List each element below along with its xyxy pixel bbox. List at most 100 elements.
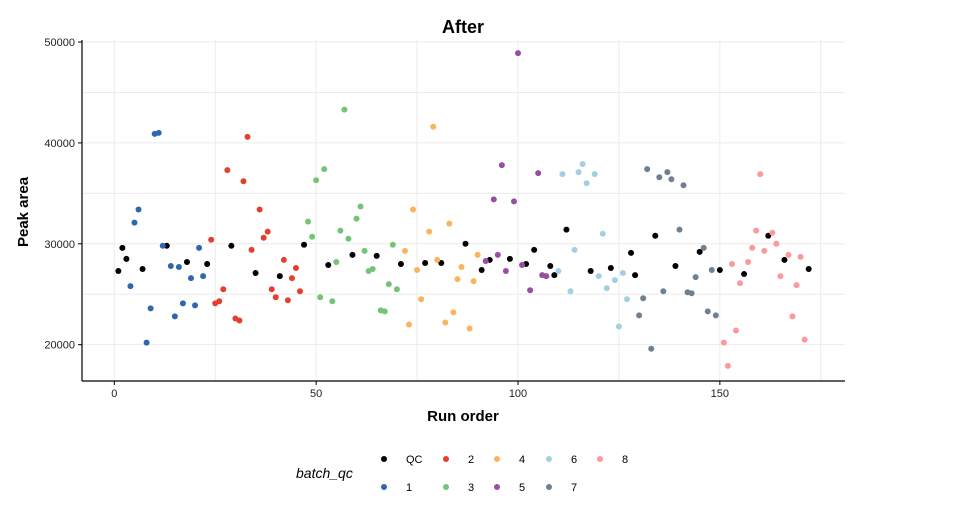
data-point-batch-3 [305, 218, 312, 225]
data-point-batch-3 [381, 308, 388, 315]
data-point-batch-qc [563, 226, 570, 233]
data-point-batch-1 [147, 305, 154, 312]
y-tick-label: 30000 [44, 239, 75, 251]
data-point-batch-3 [313, 177, 320, 184]
data-point-batch-qc [422, 259, 429, 266]
data-point-batch-qc [781, 256, 788, 263]
data-point-batch-qc [462, 240, 469, 247]
y-tick-label: 20000 [44, 340, 75, 352]
data-point-batch-5 [510, 198, 517, 205]
legend-key-qc [381, 456, 387, 462]
data-point-batch-qc [805, 266, 812, 273]
legend-key-2 [443, 456, 449, 462]
x-tick-label: 100 [509, 388, 527, 400]
data-point-batch-6 [559, 171, 566, 178]
data-point-batch-3 [357, 203, 364, 210]
data-point-batch-2 [260, 234, 267, 241]
data-point-batch-3 [393, 286, 400, 293]
data-point-batch-2 [248, 246, 255, 253]
legend-label: 7 [571, 482, 577, 494]
data-point-batch-4 [410, 206, 417, 213]
legend-label: QC [406, 454, 423, 466]
data-point-batch-1 [196, 244, 203, 251]
data-point-batch-6 [579, 161, 586, 168]
x-tick-label: 50 [310, 388, 322, 400]
data-point-batch-2 [244, 133, 251, 140]
data-point-batch-qc [139, 266, 146, 273]
data-point-batch-2 [272, 294, 279, 301]
legend-key-4 [494, 456, 500, 462]
data-point-batch-qc [123, 255, 130, 262]
data-point-batch-4 [434, 256, 441, 263]
data-point-batch-6 [603, 285, 610, 292]
data-point-batch-3 [361, 247, 368, 254]
data-point-batch-qc [607, 265, 614, 272]
data-point-batch-2 [268, 286, 275, 293]
data-point-batch-7 [676, 226, 683, 233]
data-point-batch-8 [728, 260, 735, 267]
legend-label: 6 [571, 454, 577, 466]
data-point-batch-7 [668, 176, 675, 183]
data-point-batch-6 [583, 180, 590, 187]
data-point-batch-qc [716, 267, 723, 274]
data-point-batch-3 [309, 233, 316, 240]
data-point-batch-qc [252, 270, 259, 277]
chart-title: After [442, 17, 484, 37]
data-point-batch-3 [345, 235, 352, 242]
data-point-batch-3 [385, 281, 392, 288]
data-point-batch-1 [188, 275, 194, 282]
data-point-batch-4 [474, 251, 481, 258]
data-point-batch-8 [777, 273, 784, 280]
data-point-batch-1 [200, 273, 207, 280]
data-point-batch-qc [183, 258, 190, 265]
data-point-batch-1 [159, 242, 166, 249]
data-point-batch-7 [660, 288, 667, 295]
legend-label: 8 [622, 454, 628, 466]
data-point-batch-2 [256, 206, 263, 213]
legend-key-3 [443, 484, 449, 490]
data-point-batch-6 [624, 296, 630, 303]
legend-key-6 [546, 456, 552, 462]
x-tick-label: 150 [711, 388, 729, 400]
data-point-batch-4 [470, 278, 477, 285]
data-point-batch-8 [749, 244, 756, 251]
data-point-batch-6 [575, 169, 582, 176]
data-point-batch-5 [490, 196, 497, 203]
data-point-batch-8 [737, 280, 744, 287]
data-point-batch-qc [478, 267, 485, 274]
data-point-batch-7 [708, 267, 715, 274]
data-point-batch-5 [527, 287, 534, 294]
x-axis-title: Run order [427, 408, 499, 425]
data-point-batch-8 [769, 229, 776, 236]
data-point-batch-7 [644, 166, 651, 173]
data-point-batch-qc [115, 268, 122, 275]
legend-label: 2 [468, 454, 474, 466]
axes: 0 50 100 150 20000 30000 40000 50000 [44, 37, 845, 400]
data-point-batch-qc [276, 273, 283, 280]
data-point-batch-6 [595, 273, 602, 280]
data-point-batch-1 [155, 129, 162, 136]
data-point-batch-1 [179, 300, 186, 307]
data-point-batch-3 [341, 106, 348, 113]
data-point-batch-8 [797, 253, 804, 260]
data-point-batch-1 [131, 219, 138, 226]
data-point-batch-2 [224, 167, 231, 174]
data-point-batch-4 [426, 228, 433, 235]
data-point-batch-2 [264, 228, 271, 235]
data-point-batch-8 [724, 362, 731, 369]
data-point-batch-7 [688, 290, 695, 297]
data-point-batch-3 [369, 266, 376, 273]
data-point-batch-5 [494, 251, 501, 258]
data-point-batch-1 [135, 206, 142, 213]
data-point-batch-4 [401, 247, 408, 254]
data-point-batch-6 [599, 230, 606, 237]
legend-key-1 [381, 484, 387, 490]
data-point-batch-3 [317, 294, 324, 301]
data-point-batch-4 [430, 123, 437, 130]
data-point-batch-4 [450, 309, 457, 316]
data-point-batch-4 [414, 267, 421, 274]
data-point-batch-6 [611, 277, 618, 284]
data-point-batch-2 [288, 275, 295, 282]
data-point-batch-5 [543, 273, 550, 280]
data-point-batch-3 [353, 215, 360, 222]
